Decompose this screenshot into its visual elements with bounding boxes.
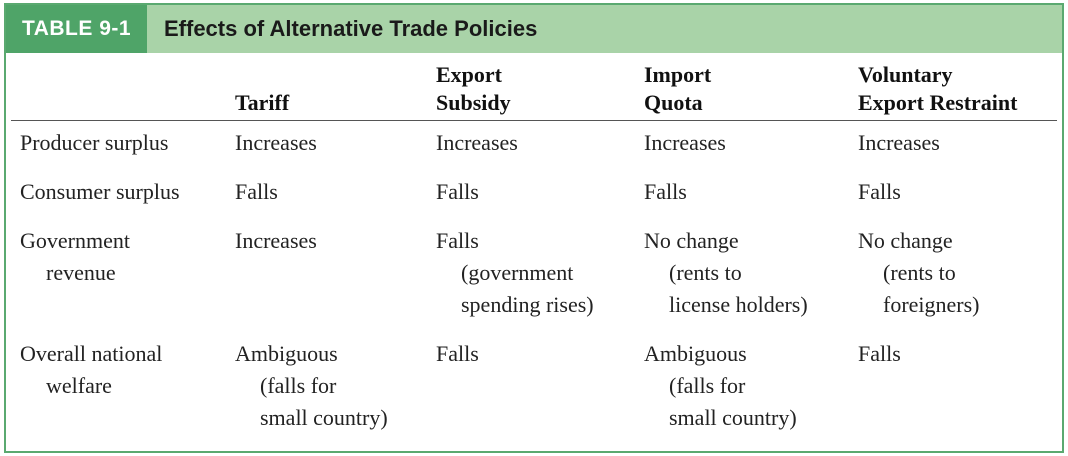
cell-government-ver-line1: No change [858,228,953,253]
cell-government-tariff: Increases [235,228,317,253]
title-bar: TABLE 9-1 Effects of Alternative Trade P… [6,5,1062,53]
cell-welfare-ver: Falls [858,341,901,366]
row-label-government: Government [20,228,130,253]
cell-government-export-subsidy-line1: Falls [436,228,479,253]
cell-producer-tariff: Increases [235,130,317,155]
column-header-tariff: Tariff [235,90,290,115]
header-divider [11,120,1057,121]
row-label-producer-surplus: Producer surplus [20,130,169,155]
cell-government-export-subsidy-line2: (government [461,260,574,285]
cell-producer-ver: Increases [858,130,940,155]
cell-government-export-subsidy-line3: spending rises) [461,292,594,317]
cell-welfare-import-quota-line2: (falls for [669,373,746,398]
column-header-ver-line1: Voluntary [858,62,953,87]
column-header-import-quota-line2: Quota [644,90,703,115]
table-number-label: TABLE 9-1 [6,5,147,53]
column-header-ver-line2: Export Restraint [858,90,1018,115]
cell-producer-import-quota: Increases [644,130,726,155]
cell-government-ver-line3: foreigners) [883,292,980,317]
cell-welfare-tariff-line2: (falls for [260,373,337,398]
cell-government-import-quota-line2: (rents to [669,260,742,285]
cell-consumer-export-subsidy: Falls [436,179,479,204]
row-label-revenue: revenue [46,260,116,285]
column-header-export-subsidy-line1: Export [436,62,502,87]
cell-consumer-ver: Falls [858,179,901,204]
cell-welfare-import-quota-line3: small country) [669,405,797,430]
row-label-welfare: welfare [46,373,112,398]
row-label-overall-national: Overall national [20,341,163,366]
cell-welfare-tariff-line3: small country) [260,405,388,430]
column-header-export-subsidy-line2: Subsidy [436,90,511,115]
cell-government-import-quota-line3: license holders) [669,292,808,317]
table-title: Effects of Alternative Trade Policies [164,16,538,41]
cell-consumer-import-quota: Falls [644,179,687,204]
cell-welfare-export-subsidy: Falls [436,341,479,366]
cell-government-import-quota-line1: No change [644,228,739,253]
column-header-import-quota-line1: Import [644,62,712,87]
cell-welfare-tariff-line1: Ambiguous [235,341,338,366]
row-label-consumer-surplus: Consumer surplus [20,179,180,204]
cell-government-ver-line2: (rents to [883,260,956,285]
table-frame: TABLE 9-1 Effects of Alternative Trade P… [4,3,1064,453]
cell-producer-export-subsidy: Increases [436,130,518,155]
cell-consumer-tariff: Falls [235,179,278,204]
cell-welfare-import-quota-line1: Ambiguous [644,341,747,366]
